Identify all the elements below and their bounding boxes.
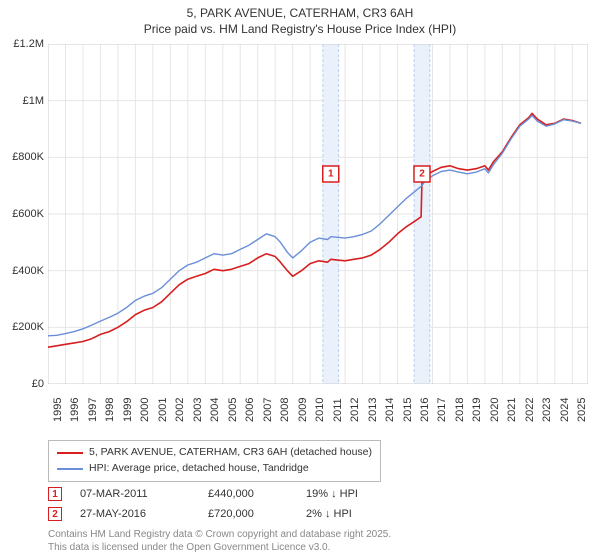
x-tick-label: 2023 <box>541 398 553 422</box>
x-tick-label: 2010 <box>314 398 326 422</box>
chart-container: 5, PARK AVENUE, CATERHAM, CR3 6AH Price … <box>0 0 600 560</box>
chart-title: 5, PARK AVENUE, CATERHAM, CR3 6AH <box>0 0 600 22</box>
x-tick-label: 2012 <box>349 398 361 422</box>
sale-date: 07-MAR-2011 <box>80 488 190 500</box>
x-tick-label: 2006 <box>244 398 256 422</box>
x-tick-label: 2009 <box>297 398 309 422</box>
sale-date: 27-MAY-2016 <box>80 508 190 520</box>
x-tick-label: 2022 <box>524 398 536 422</box>
footer-line-1: Contains HM Land Registry data © Crown c… <box>48 528 391 541</box>
attribution-footer: Contains HM Land Registry data © Crown c… <box>48 528 391 554</box>
legend-label: HPI: Average price, detached house, Tand… <box>89 461 309 477</box>
x-tick-label: 1996 <box>69 398 81 422</box>
x-tick-label: 2024 <box>559 398 571 422</box>
x-tick-label: 2002 <box>174 398 186 422</box>
y-tick-label: £800K <box>12 151 44 163</box>
x-tick-label: 2020 <box>489 398 501 422</box>
footer-line-2: This data is licensed under the Open Gov… <box>48 541 391 554</box>
legend-row: 5, PARK AVENUE, CATERHAM, CR3 6AH (detac… <box>57 445 372 461</box>
x-tick-label: 1997 <box>87 398 99 422</box>
x-tick-label: 2001 <box>157 398 169 422</box>
svg-text:1: 1 <box>328 169 334 180</box>
y-tick-label: £0 <box>32 378 44 390</box>
x-tick-label: 2008 <box>279 398 291 422</box>
x-tick-label: 2016 <box>419 398 431 422</box>
x-tick-label: 1995 <box>52 398 64 422</box>
sale-marker-icon: 1 <box>48 487 62 501</box>
legend-row: HPI: Average price, detached house, Tand… <box>57 461 372 477</box>
x-tick-label: 2021 <box>506 398 518 422</box>
y-tick-label: £600K <box>12 208 44 220</box>
legend-label: 5, PARK AVENUE, CATERHAM, CR3 6AH (detac… <box>89 445 372 461</box>
y-tick-label: £400K <box>12 265 44 277</box>
sale-pct: 2% ↓ HPI <box>306 508 396 520</box>
plot-area: 12 <box>48 44 588 384</box>
x-tick-label: 2004 <box>209 398 221 422</box>
x-tick-label: 1999 <box>122 398 134 422</box>
y-tick-label: £1M <box>23 95 44 107</box>
x-tick-label: 2015 <box>402 398 414 422</box>
sale-price: £720,000 <box>208 508 288 520</box>
svg-text:2: 2 <box>419 169 425 180</box>
x-tick-label: 2025 <box>576 398 588 422</box>
x-tick-label: 2014 <box>384 398 396 422</box>
x-tick-label: 2017 <box>436 398 448 422</box>
y-tick-label: £1.2M <box>13 38 44 50</box>
sale-marker-icon: 2 <box>48 507 62 521</box>
x-tick-label: 2003 <box>192 398 204 422</box>
sales-table: 1 07-MAR-2011 £440,000 19% ↓ HPI 2 27-MAY-201… <box>48 484 396 524</box>
y-axis: £0£200K£400K£600K£800K£1M£1.2M <box>0 44 46 384</box>
x-tick-label: 2005 <box>227 398 239 422</box>
sale-row: 1 07-MAR-2011 £440,000 19% ↓ HPI <box>48 484 396 504</box>
x-tick-label: 2018 <box>454 398 466 422</box>
chart-svg: 12 <box>48 44 588 384</box>
sale-pct: 19% ↓ HPI <box>306 488 396 500</box>
x-tick-label: 2011 <box>332 398 344 422</box>
x-tick-label: 1998 <box>104 398 116 422</box>
x-tick-label: 2000 <box>139 398 151 422</box>
sale-price: £440,000 <box>208 488 288 500</box>
x-axis: 1995 1996 1997 1998 1999 2000 2001 2002 2003 2004… <box>48 388 588 438</box>
chart-subtitle: Price paid vs. HM Land Registry's House … <box>0 22 600 40</box>
legend-swatch <box>57 468 83 470</box>
y-tick-label: £200K <box>12 321 44 333</box>
legend: 5, PARK AVENUE, CATERHAM, CR3 6AH (detac… <box>48 440 381 482</box>
x-tick-label: 2019 <box>471 398 483 422</box>
sale-row: 2 27-MAY-2016 £720,000 2% ↓ HPI <box>48 504 396 524</box>
x-tick-label: 2007 <box>262 398 274 422</box>
x-tick-label: 2013 <box>367 398 379 422</box>
legend-swatch <box>57 452 83 454</box>
